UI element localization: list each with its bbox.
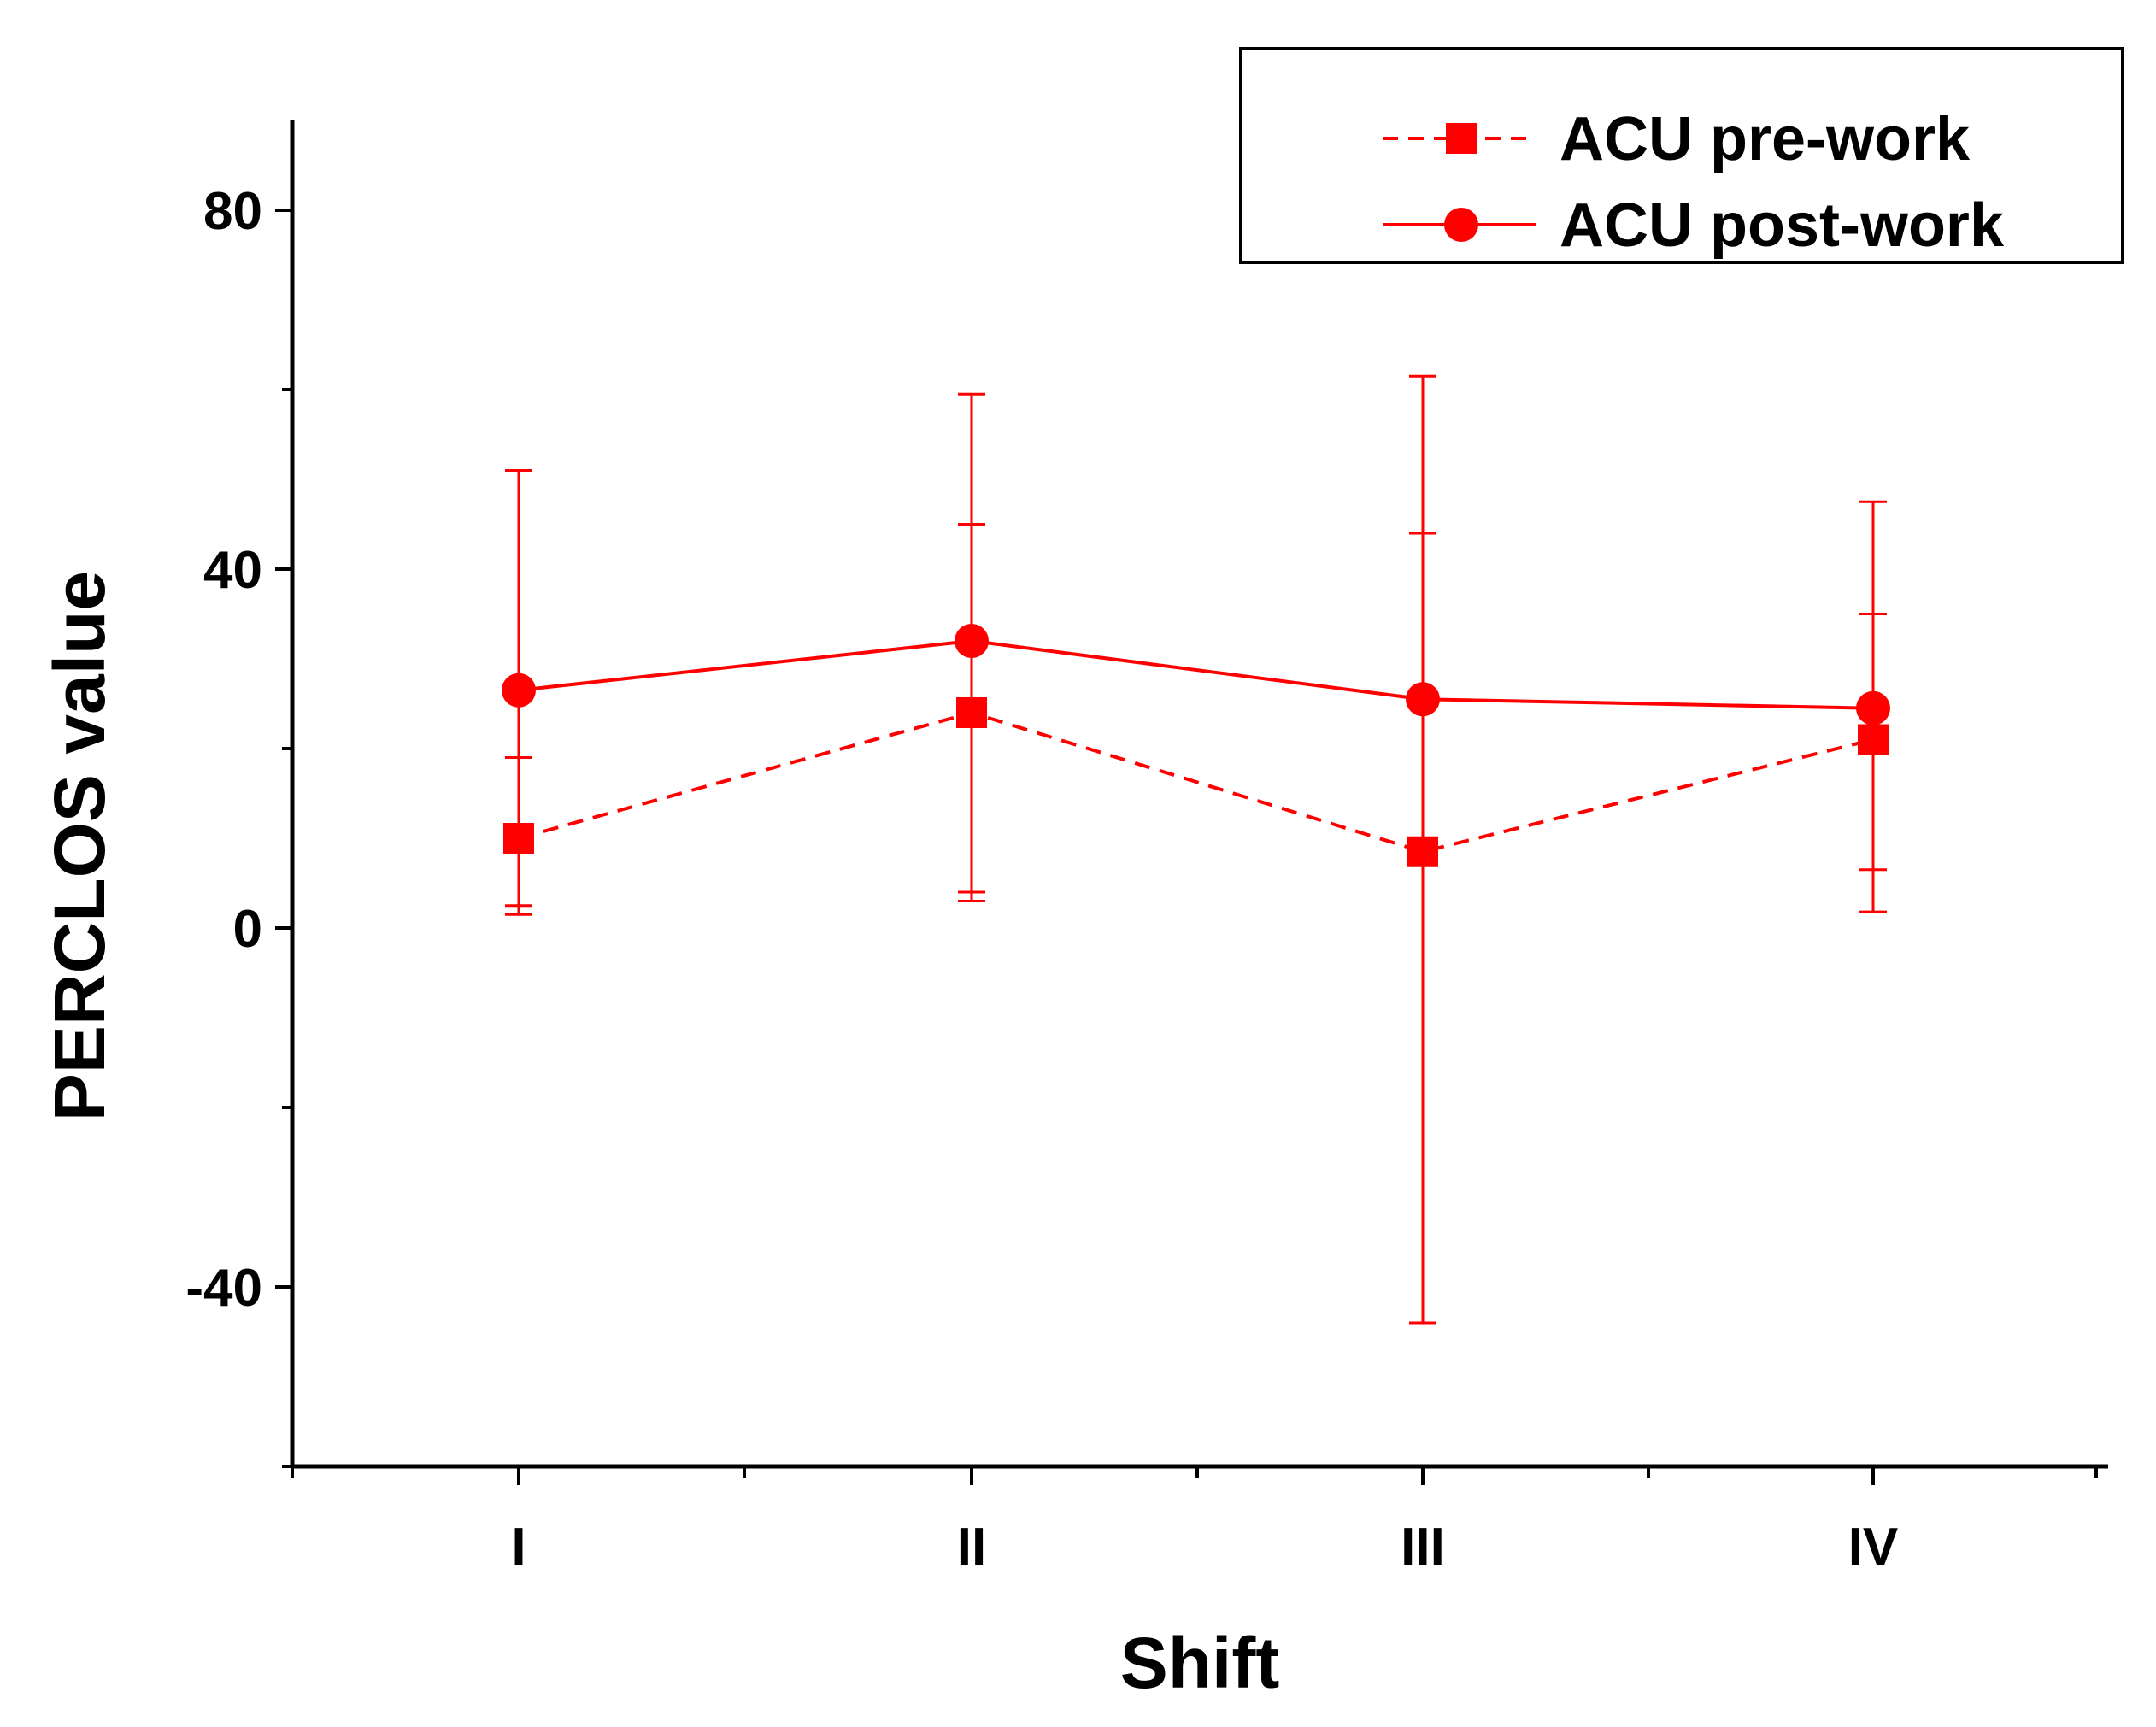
marker-acu-pre-work xyxy=(956,697,987,728)
x-tick-label: III xyxy=(1401,1518,1445,1577)
marker-acu-post-work xyxy=(502,673,536,708)
marker-acu-post-work xyxy=(955,624,989,658)
legend-label-post-work: ACU post-work xyxy=(1560,191,2005,260)
x-tick-label: I xyxy=(511,1518,526,1577)
marker-acu-post-work xyxy=(1406,682,1440,717)
y-tick-label: -40 xyxy=(185,1259,262,1318)
series-line-acu-pre-work xyxy=(518,710,1874,854)
legend: ACU pre-work ACU post-work xyxy=(1239,47,2124,264)
marker-acu-pre-work xyxy=(1858,724,1889,755)
legend-marker-square xyxy=(1446,123,1477,154)
x-tick-label: IV xyxy=(1848,1518,1899,1577)
series-line-acu-post-work xyxy=(518,638,1874,710)
y-axis-title: PERCLOS value xyxy=(39,571,120,1121)
legend-label-pre-work: ACU pre-work xyxy=(1560,105,1971,173)
marker-acu-pre-work xyxy=(1407,836,1438,867)
x-axis-title: Shift xyxy=(1120,1623,1280,1703)
y-tick-label: 80 xyxy=(203,182,262,241)
markers-layer xyxy=(502,624,1890,867)
legend-box xyxy=(1239,47,2124,264)
marker-acu-pre-work xyxy=(503,823,534,854)
y-tick-label: 40 xyxy=(203,541,262,600)
lines-layer xyxy=(518,638,1874,854)
y-tick-label: 0 xyxy=(233,900,262,959)
errorbar-layer xyxy=(505,374,1887,1325)
marker-acu-post-work xyxy=(1856,690,1890,725)
x-tick-label: II xyxy=(957,1518,986,1577)
legend-marker-circle xyxy=(1444,208,1478,242)
